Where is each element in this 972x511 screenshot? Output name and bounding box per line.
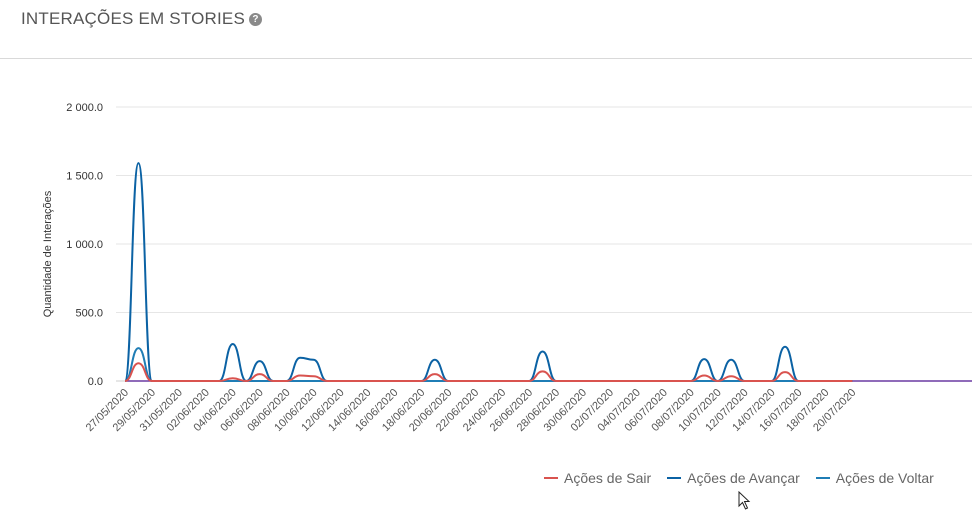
y-tick-label: 2 000.0 — [66, 102, 103, 114]
legend-label: Ações de Avançar — [687, 470, 800, 486]
legend-swatch — [815, 477, 830, 480]
legend-label: Ações de Voltar — [835, 470, 934, 486]
series-line-2 — [124, 347, 853, 382]
y-tick-label: 1 500.0 — [66, 171, 103, 183]
series-line-1 — [124, 162, 853, 382]
interactions-chart: 0.0 500.0 1 000.0 1 500.0 2 000.0 Quantidade … — [42, 102, 972, 434]
panel-header: INTERAÇÕES EM STORIES? — [0, 0, 972, 59]
legend-swatch — [544, 477, 558, 480]
legend-item[interactable]: Ações de Sair — [544, 470, 651, 486]
y-axis-title: Quantidade de Interações — [42, 190, 54, 317]
panel-title: INTERAÇÕES EM STORIES? — [21, 9, 262, 29]
legend-label: Ações de Sair — [564, 470, 652, 486]
y-tick-label: 500.0 — [75, 308, 103, 320]
panel-title-text: INTERAÇÕES EM STORIES — [21, 9, 245, 28]
legend-swatch — [667, 477, 682, 480]
mouse-cursor-icon — [738, 491, 751, 510]
legend-item[interactable]: Ações de Voltar — [815, 470, 934, 486]
legend-item[interactable]: Ações de Avançar — [667, 470, 800, 486]
series-line-0 — [124, 362, 853, 382]
y-tick-label: 1 000.0 — [66, 239, 103, 251]
question-circle-icon[interactable]: ? — [248, 13, 262, 26]
y-tick-label: 0.0 — [88, 376, 103, 388]
chart-legend: Ações de Sair Ações de Avançar Ações de Vo… — [544, 470, 950, 486]
